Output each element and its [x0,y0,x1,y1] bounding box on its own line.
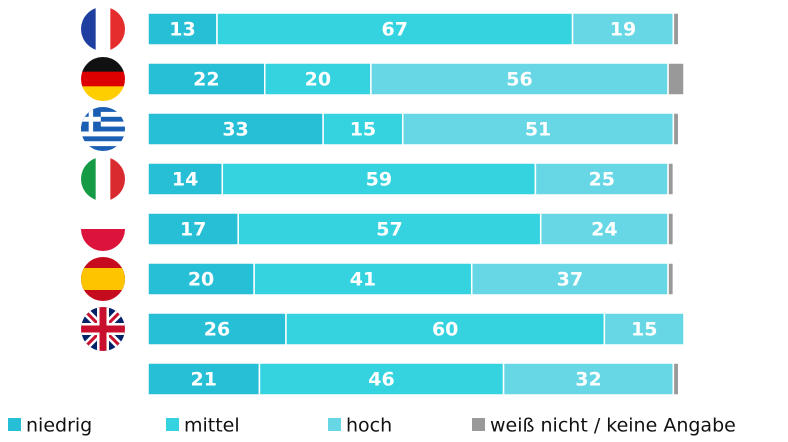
stripe [95,7,111,51]
value-label: 15 [350,119,376,141]
value-label: 20 [188,269,214,291]
value-label: 22 [193,69,219,91]
stripe [81,131,125,137]
bar-segment [667,212,675,246]
bar-segment [534,162,669,196]
value-label: 46 [368,369,394,391]
flag [81,107,125,151]
value-label: 57 [376,219,402,241]
value-label: 60 [432,319,458,341]
stripe [81,136,125,142]
value-label: 21 [190,369,216,391]
bar-segment [264,62,372,96]
flag [81,7,125,51]
value-label: 25 [589,169,615,191]
value-label: 13 [169,19,195,41]
bar-segment [401,112,675,146]
stripe [81,268,125,290]
value-label: 24 [591,219,617,241]
bar-segment [147,12,218,46]
bar-segment [667,262,675,296]
bar-segment [147,262,255,296]
value-label: 33 [222,119,248,141]
cross [88,107,94,132]
value-label: 32 [575,369,601,391]
legend-swatch [8,418,21,431]
value-label: 14 [172,169,198,191]
stripe [95,157,111,201]
value-label: 26 [204,319,230,341]
stripe [81,86,125,101]
value-label: 15 [631,319,657,341]
bar-segment [221,162,537,196]
flag [81,57,125,101]
value-label: 37 [557,269,583,291]
stripe [81,7,97,51]
legend-swatch [472,418,485,431]
legend-label: weiß nicht / keine Angabe [490,415,736,437]
value-label: 56 [506,69,532,91]
stripe [81,141,125,147]
bar-segment [258,362,505,396]
legend-label: mittel [184,415,240,437]
legend-label: niedrig [26,415,92,437]
stripe [81,146,125,151]
stripe [81,116,125,122]
bar-segment [672,12,680,46]
bar-segment [147,112,324,146]
bar-segment [667,62,685,96]
bar-segment [322,112,404,146]
bar-segment [672,362,680,396]
stripe [81,57,125,73]
legend-swatch [328,418,341,431]
stripe [81,126,125,132]
stripe [110,7,125,51]
bar-segment [147,212,239,246]
bar-segment [216,12,574,46]
legend-swatch [166,418,179,431]
stripe [81,207,125,230]
stripe [81,107,125,113]
stripe [81,229,125,251]
bar-segment [603,312,685,346]
value-label: 20 [305,69,331,91]
cross [81,307,125,351]
bar-segment [667,162,675,196]
bar-segment [672,112,680,146]
bar-segment [502,362,675,396]
stripe [110,157,125,201]
legend-label: hoch [346,415,392,437]
value-label: 59 [366,169,392,191]
flag [81,307,125,351]
stripe [81,71,125,87]
stripe [81,157,97,201]
bar-segment [571,12,675,46]
stripe [81,111,125,118]
flag [81,207,125,251]
value-label: 51 [525,119,551,141]
bar-segment [147,312,287,346]
value-label: 41 [350,269,376,291]
flag [81,157,125,201]
bar-segment [370,62,669,96]
value-label: 67 [382,19,408,41]
stripe [81,121,125,127]
flag [81,257,125,301]
value-label: 19 [610,19,636,41]
bar-segment [539,212,669,246]
value-label: 17 [180,219,206,241]
